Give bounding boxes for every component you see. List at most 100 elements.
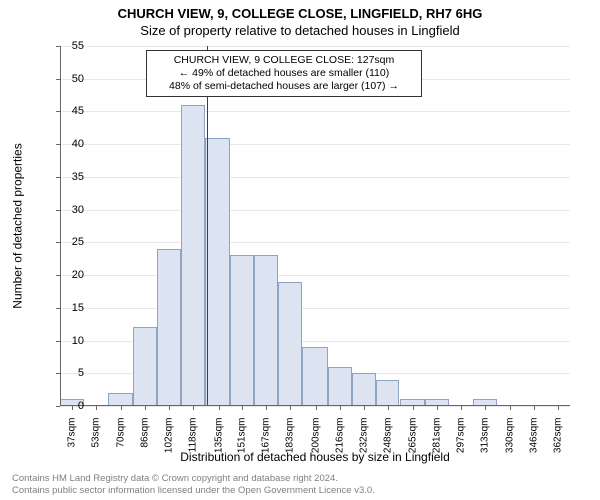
x-tick (558, 406, 559, 410)
marker-line (207, 46, 208, 406)
y-tick (56, 111, 60, 112)
x-tick (534, 406, 535, 410)
histogram-bar (157, 249, 181, 406)
x-tick (193, 406, 194, 410)
footer-line1: Contains HM Land Registry data © Crown c… (12, 473, 375, 484)
x-tick (96, 406, 97, 410)
x-tick (290, 406, 291, 410)
y-tick (56, 210, 60, 211)
x-tick-label: 265sqm (407, 418, 418, 462)
y-tick-label: 40 (44, 138, 84, 150)
y-tick (56, 308, 60, 309)
x-tick-label: 330sqm (505, 418, 516, 462)
x-tick-label: 167sqm (261, 418, 272, 462)
gridline-h (60, 177, 570, 178)
x-tick-label: 102sqm (164, 418, 175, 462)
y-tick-label: 35 (44, 171, 84, 183)
plot-area: CHURCH VIEW, 9 COLLEGE CLOSE: 127sqm← 49… (60, 46, 570, 406)
annotation-line: CHURCH VIEW, 9 COLLEGE CLOSE: 127sqm (153, 54, 415, 67)
x-tick (413, 406, 414, 410)
x-tick (388, 406, 389, 410)
gridline-h (60, 308, 570, 309)
y-axis-line (60, 46, 61, 406)
x-tick-label: 346sqm (529, 418, 540, 462)
x-tick-label: 37sqm (66, 418, 77, 462)
x-tick (340, 406, 341, 410)
plot-inner: CHURCH VIEW, 9 COLLEGE CLOSE: 127sqm← 49… (60, 46, 570, 406)
y-tick (56, 46, 60, 47)
y-tick (56, 144, 60, 145)
y-tick-label: 10 (44, 335, 84, 347)
y-tick-label: 50 (44, 73, 84, 85)
y-tick-label: 30 (44, 204, 84, 216)
y-tick-label: 0 (44, 400, 84, 412)
y-tick-label: 15 (44, 302, 84, 314)
y-tick (56, 341, 60, 342)
histogram-bar (133, 327, 157, 406)
y-tick (56, 275, 60, 276)
x-tick-label: 183sqm (285, 418, 296, 462)
x-tick-label: 216sqm (334, 418, 345, 462)
x-tick-label: 86sqm (140, 418, 151, 462)
y-tick-label: 45 (44, 105, 84, 117)
x-tick-label: 297sqm (455, 418, 466, 462)
y-tick (56, 406, 60, 407)
x-tick (219, 406, 220, 410)
x-tick-label: 281sqm (431, 418, 442, 462)
y-tick-label: 25 (44, 236, 84, 248)
x-tick (145, 406, 146, 410)
x-tick (242, 406, 243, 410)
x-tick (510, 406, 511, 410)
annotation-line: ← 49% of detached houses are smaller (11… (153, 67, 415, 80)
histogram-bar (278, 282, 302, 406)
x-tick-label: 362sqm (553, 418, 564, 462)
x-tick-label: 151sqm (237, 418, 248, 462)
x-tick (121, 406, 122, 410)
x-tick (364, 406, 365, 410)
footer-line2: Contains public sector information licen… (12, 485, 375, 496)
y-tick-label: 5 (44, 367, 84, 379)
histogram-bar (302, 347, 327, 406)
x-tick (437, 406, 438, 410)
footer-attribution: Contains HM Land Registry data © Crown c… (12, 473, 375, 496)
x-tick-label: 135sqm (213, 418, 224, 462)
x-tick (72, 406, 73, 410)
x-tick-label: 248sqm (382, 418, 393, 462)
gridline-h (60, 242, 570, 243)
gridline-h (60, 46, 570, 47)
y-tick (56, 242, 60, 243)
gridline-h (60, 275, 570, 276)
gridline-h (60, 144, 570, 145)
histogram-bar (352, 373, 376, 406)
x-tick-label: 53sqm (90, 418, 101, 462)
annotation-line: 48% of semi-detached houses are larger (… (153, 80, 415, 93)
y-tick (56, 79, 60, 80)
histogram-bar (230, 255, 254, 406)
chart-title-line1: CHURCH VIEW, 9, COLLEGE CLOSE, LINGFIELD… (0, 0, 600, 21)
x-tick (316, 406, 317, 410)
x-tick-label: 70sqm (116, 418, 127, 462)
y-tick-label: 55 (44, 40, 84, 52)
histogram-bar (181, 105, 205, 406)
y-tick (56, 177, 60, 178)
gridline-h (60, 210, 570, 211)
x-tick (169, 406, 170, 410)
histogram-bar (376, 380, 400, 406)
gridline-h (60, 111, 570, 112)
chart-container: CHURCH VIEW, 9, COLLEGE CLOSE, LINGFIELD… (0, 0, 600, 500)
histogram-bar (328, 367, 352, 406)
y-tick-label: 20 (44, 269, 84, 281)
x-tick (461, 406, 462, 410)
histogram-bar (254, 255, 278, 406)
x-tick-label: 200sqm (310, 418, 321, 462)
histogram-bar (205, 138, 230, 406)
x-tick-label: 232sqm (358, 418, 369, 462)
x-tick (485, 406, 486, 410)
x-tick-label: 313sqm (479, 418, 490, 462)
x-tick-label: 118sqm (188, 418, 199, 462)
y-axis-label: Number of detached properties (8, 46, 28, 406)
chart-title-line2: Size of property relative to detached ho… (0, 21, 600, 42)
y-tick (56, 373, 60, 374)
annotation-box: CHURCH VIEW, 9 COLLEGE CLOSE: 127sqm← 49… (146, 50, 422, 97)
x-tick (266, 406, 267, 410)
